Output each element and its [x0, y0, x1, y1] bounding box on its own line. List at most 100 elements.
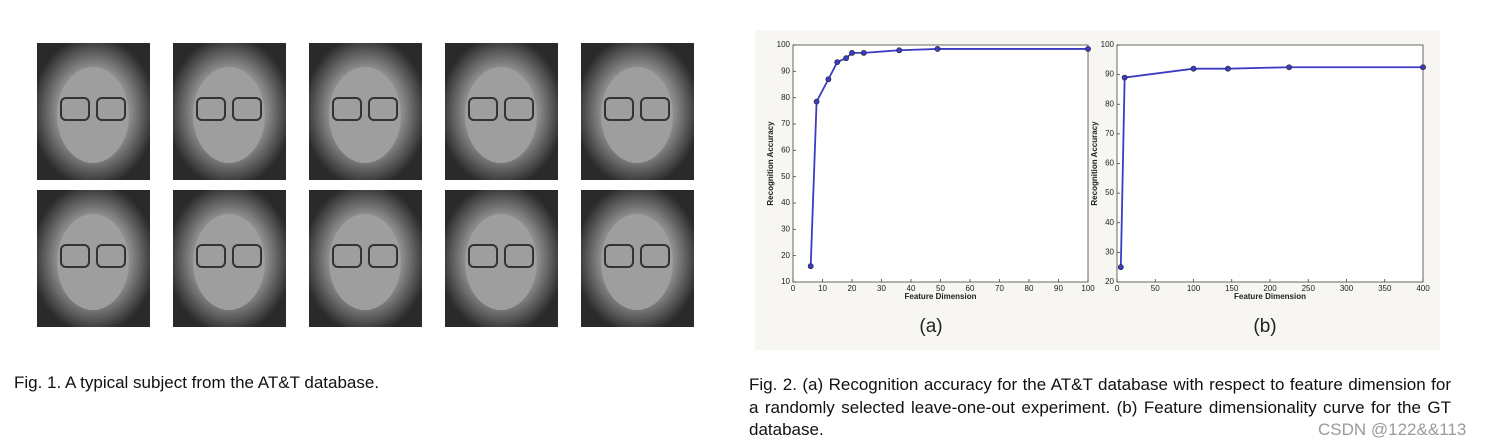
x-tick-label: 60 [966, 284, 975, 293]
data-point [813, 98, 820, 105]
y-tick-label: 90 [1105, 70, 1114, 79]
glasses [196, 244, 226, 268]
data-point [1286, 64, 1293, 71]
face-shape [57, 214, 129, 310]
data-point [1117, 264, 1124, 271]
data-point [843, 55, 849, 62]
data-point [807, 263, 814, 270]
subfigure-label: (b) [1253, 316, 1276, 337]
y-axis-label: Recognition Accuracy [766, 121, 775, 206]
data-point [849, 50, 855, 56]
x-axis-label: Feature Dimension [904, 292, 976, 301]
face-grid [37, 43, 694, 327]
y-tick-label: 40 [781, 198, 790, 207]
x-tick-label: 10 [818, 284, 827, 293]
x-tick-label: 250 [1302, 284, 1316, 293]
y-tick-label: 50 [1105, 188, 1114, 197]
data-point [896, 47, 903, 54]
glasses [96, 97, 126, 121]
figures: 0 10 20 30 40 50 60 70 80 90 100102030405060708090… [37, 30, 1440, 350]
glasses [368, 244, 398, 268]
x-tick-label: 90 [1054, 284, 1063, 293]
y-tick-label: 100 [777, 40, 791, 49]
y-tick-label: 30 [781, 224, 790, 233]
subfigure-label: (a) [919, 316, 942, 337]
y-tick-label: 80 [1105, 99, 1114, 108]
glasses [232, 97, 262, 121]
y-tick-label: 20 [781, 251, 790, 260]
y-tick-label: 30 [1105, 247, 1114, 256]
data-point [934, 46, 941, 52]
y-axis-label: Recognition Accuracy [1090, 121, 1099, 206]
glasses [604, 244, 634, 268]
y-tick-label: 60 [1105, 159, 1114, 168]
y-tick-label: 40 [1105, 218, 1114, 227]
data-point [1190, 65, 1197, 72]
face-shape [193, 67, 265, 163]
x-tick-label: 0 [1115, 284, 1120, 293]
glasses [468, 244, 498, 268]
face-shape [601, 67, 673, 163]
y-tick-label: 60 [781, 145, 790, 154]
glasses [332, 244, 362, 268]
data-point [1420, 64, 1426, 71]
y-tick-label: 20 [1105, 277, 1114, 286]
x-tick-label: 20 [848, 284, 857, 293]
data-point [1121, 74, 1128, 81]
x-tick-label: 300 [1340, 284, 1354, 293]
figure-caption: Fig. 1. A typical subject from the AT&T … [14, 373, 380, 392]
glasses [468, 97, 498, 121]
y-tick-label: 100 [1101, 40, 1115, 49]
data-point [1085, 46, 1091, 52]
face-shape [193, 214, 265, 310]
glasses [60, 97, 90, 121]
glasses [196, 97, 226, 121]
glasses [368, 97, 398, 121]
x-tick-label: 50 [1151, 284, 1160, 293]
glasses [604, 97, 634, 121]
y-tick-label: 70 [1105, 129, 1114, 138]
glasses [60, 244, 90, 268]
x-tick-label: 0 [791, 284, 796, 293]
data-point [1225, 65, 1231, 72]
y-tick-label: 70 [781, 119, 790, 128]
glasses [232, 244, 262, 268]
x-tick-label: 400 [1416, 284, 1430, 293]
data-point [860, 50, 867, 56]
glasses [640, 97, 670, 121]
x-tick-label: 200 [1263, 284, 1277, 293]
data-line [809, 48, 1088, 267]
x-tick-label: 150 [1225, 284, 1239, 293]
x-axis-label: Feature Dimension [1234, 292, 1306, 301]
x-tick-label: 40 [907, 284, 916, 293]
x-tick-label: 70 [995, 284, 1004, 293]
figure-caption: Fig. 2. (a) Recognition accuracy for the… [749, 375, 1451, 439]
x-tick-label: 350 [1378, 284, 1392, 293]
x-tick-label: 30 [877, 284, 886, 293]
watermark: CSDN @122&&113 [1318, 420, 1467, 439]
data-line [1119, 66, 1423, 268]
glasses [504, 97, 534, 121]
face-shape [329, 67, 401, 163]
x-tick-label: 100 [1081, 284, 1095, 293]
x-tick-label: 100 [1187, 284, 1201, 293]
glasses [640, 244, 670, 268]
x-tick-label: 50 [936, 284, 945, 293]
plot-area [792, 44, 1089, 283]
data-point [825, 76, 832, 83]
y-tick-label: 10 [781, 277, 790, 286]
y-tick-label: 50 [781, 172, 790, 181]
y-tick-label: 90 [781, 66, 790, 75]
x-tick-label: 80 [1025, 284, 1034, 293]
face-shape [601, 214, 673, 310]
face-shape [465, 67, 537, 163]
y-tick-label: 80 [781, 93, 790, 102]
glasses [332, 97, 362, 121]
plot-area [1116, 44, 1424, 283]
glasses [96, 244, 126, 268]
face-shape [465, 214, 537, 310]
glasses [504, 244, 534, 268]
data-point [834, 59, 841, 66]
face-shape [57, 67, 129, 163]
